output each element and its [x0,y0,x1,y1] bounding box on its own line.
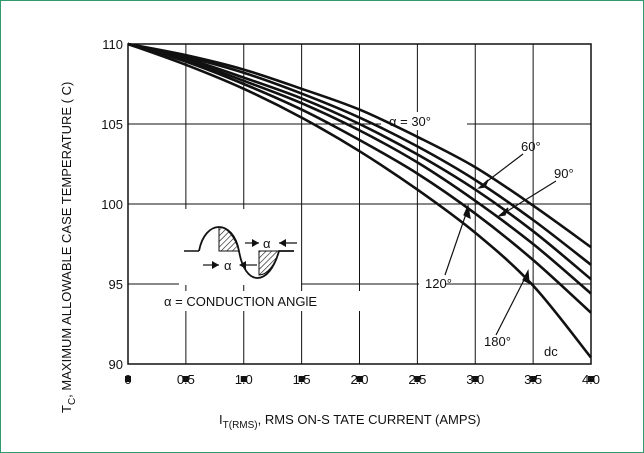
y-axis-label-symbol: T [59,405,74,413]
leader-lines [444,153,557,336]
x-tick-marker [125,376,131,382]
y-axis-label-rest: , MAXIMUM ALLOWABLE CASE TEMPERATURE ( C… [59,82,74,398]
label-60deg: 60° [521,139,541,154]
series-line-4 [127,42,592,314]
waveform-pos-hatch [218,226,240,252]
x-axis-label-subscript: T(RMS) [223,420,258,431]
x-ticks: 0 0.5 1.0 1.5 2.0 2.5 3.0 3.5 4.0 [124,372,600,387]
y-tick-label: 95 [109,277,123,292]
label-120deg: 120° [425,276,452,291]
x-tick-label: 3.0 [466,372,484,387]
alpha-dim-top-left-arrow [252,239,259,247]
x-tick-marker [530,376,537,382]
arrow-180 [522,268,530,285]
x-tick-label: 0 [124,372,131,387]
x-tick-marker [356,376,363,382]
x-tick-marker [298,376,305,382]
x-tick-marker [182,376,189,382]
leader-180 [495,275,527,336]
leader-90 [500,180,557,216]
x-tick-marker [414,376,421,382]
conduction-angle-label: α = CONDUCTION ANGlE [164,294,317,309]
arrow-90 [497,207,509,217]
x-tick-label: 0.5 [177,372,195,387]
series-line-3 [127,42,592,295]
label-bg-30 [381,112,467,130]
x-tick-label: 1.5 [293,372,311,387]
y-ticks: 90 95 100 105 110 [101,37,123,372]
alpha-dim-left-arrow [212,261,219,269]
alpha-dim-right-arrow [239,261,246,269]
label-bg-waveform [179,209,301,285]
series-line-2 [127,42,592,281]
series-line-0 [127,42,592,249]
label-180deg: 180° [484,334,511,349]
y-tick-label: 105 [101,117,123,132]
x-tick-marker [472,376,479,382]
y-tick-label: 90 [109,357,123,372]
label-90deg: 90° [554,166,574,181]
series-line-1 [127,42,592,266]
x-tick-marker [588,376,594,382]
arrow-120 [463,203,471,220]
x-tick-label: 2.5 [408,372,426,387]
alpha-dim-top-right-arrow [279,239,286,247]
label-bg-120 [419,275,445,293]
y-axis-label-subscript: C [67,398,78,405]
y-axis-label: TC, MAXIMUM ALLOWABLE CASE TEMPERATURE (… [59,82,78,413]
x-tick-label: 4.0 [582,372,600,387]
x-tick-label: 3.5 [524,372,542,387]
arrow-60 [477,179,489,189]
label-bg-conduction [157,291,382,311]
x-axis-label-symbol: I [219,412,223,427]
label-30deg: α = 30° [389,114,431,129]
y-tick-label: 100 [101,197,123,212]
x-axis-label: IT(RMS), RMS ON-S TATE CURRENT (AMPS) [219,412,481,431]
y-tick-label: 110 [102,37,123,52]
series-group [127,42,593,359]
x-tick-label: 1.0 [235,372,253,387]
label-dc: dc [544,344,558,359]
series-line-5 [127,42,593,359]
alpha-label-lower: α [224,258,232,273]
waveform-inset: α α α = CONDUCTION ANGlE [164,226,317,309]
alpha-label-upper: α [263,236,271,251]
x-tick-label: 2.0 [350,372,368,387]
leader-120 [444,210,468,276]
x-tick-marker [240,376,247,382]
x-axis-label-rest: , RMS ON-S TATE CURRENT (AMPS) [258,412,481,427]
waveform-neg-hatch [258,250,280,276]
